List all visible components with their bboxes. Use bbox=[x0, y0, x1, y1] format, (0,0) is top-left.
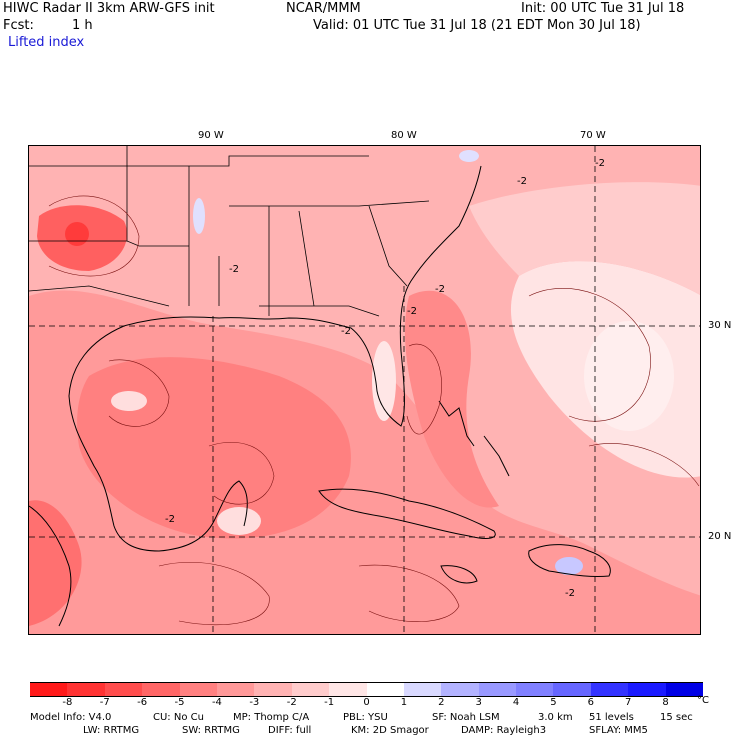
colorbar-tick-label: -4 bbox=[211, 697, 222, 708]
fcst-value: 1 h bbox=[72, 18, 93, 33]
near-zero-patch bbox=[111, 391, 147, 411]
colorbar-tick-label: -5 bbox=[174, 697, 185, 708]
lifted-index-map: -2 -2 -2 -2 -2 -2 -2 -2 bbox=[29, 146, 700, 634]
contour-label: -2 bbox=[341, 326, 351, 337]
colorbar-swatch bbox=[628, 682, 667, 697]
colorbar-swatch bbox=[104, 682, 143, 697]
lat-label-20n: 20 N bbox=[708, 531, 732, 542]
colorbar-tick-label: -7 bbox=[99, 697, 110, 708]
fcst-label: Fcst: bbox=[3, 18, 34, 33]
footer-cu: CU: No Cu bbox=[153, 712, 204, 723]
colorbar-tick-label: 7 bbox=[625, 697, 632, 708]
positive-patch bbox=[555, 557, 583, 575]
footer-resolution: 3.0 km bbox=[538, 712, 573, 723]
colorbar-swatch bbox=[553, 682, 592, 697]
colorbar-tick-label: -2 bbox=[286, 697, 297, 708]
colorbar-tick-label: 2 bbox=[438, 697, 445, 708]
colorbar-swatch bbox=[142, 682, 181, 697]
colorbar-tick-label: 8 bbox=[662, 697, 669, 708]
colorbar-tick-label: 3 bbox=[475, 697, 482, 708]
colorbar-swatch bbox=[441, 682, 480, 697]
footer-km: KM: 2D Smagor bbox=[351, 725, 429, 736]
footer-timestep: 15 sec bbox=[660, 712, 693, 723]
colorbar-tick-label: 4 bbox=[512, 697, 520, 708]
colorbar-swatch bbox=[216, 682, 255, 697]
contour-label-group: -2 -2 -2 -2 -2 -2 -2 -2 bbox=[165, 158, 605, 599]
lon-label-80w: 80 W bbox=[391, 130, 417, 141]
colorbar-swatch bbox=[366, 682, 405, 697]
init-time: Init: 00 UTC Tue 31 Jul 18 bbox=[521, 1, 685, 16]
footer-lw: LW: RRTMG bbox=[83, 725, 140, 736]
colorbar-tick-label: -8 bbox=[62, 697, 73, 708]
colorbar-swatch bbox=[179, 682, 218, 697]
texas-peak bbox=[65, 222, 89, 246]
political-borders bbox=[29, 146, 430, 317]
valid-time: Valid: 01 UTC Tue 31 Jul 18 (21 EDT Mon … bbox=[313, 18, 641, 33]
colorbar-swatch bbox=[291, 682, 330, 697]
colorbar-tick-label: 6 bbox=[587, 697, 595, 708]
footer-pbl: PBL: YSU bbox=[343, 712, 388, 723]
colorbar-swatch bbox=[403, 682, 442, 697]
colorbar-tick-label: 0 bbox=[363, 697, 370, 708]
contour-lines bbox=[48, 195, 700, 626]
near-zero-patch bbox=[584, 321, 674, 431]
contour-label: -2 bbox=[565, 588, 575, 599]
lon-label-70w: 70 W bbox=[580, 130, 606, 141]
coastlines bbox=[29, 165, 611, 627]
colorbar-swatch bbox=[590, 682, 629, 697]
footer-sf: SF: Noah LSM bbox=[432, 712, 500, 723]
lon-label-90w: 90 W bbox=[198, 130, 224, 141]
footer-mp: MP: Thomp C/A bbox=[233, 712, 310, 723]
contour-label: -2 bbox=[407, 306, 417, 317]
colorbar-tick-label: -1 bbox=[324, 697, 335, 708]
field-name: Lifted index bbox=[8, 35, 85, 50]
lat-label-30n: 30 N bbox=[708, 320, 732, 331]
colorbar-tick-label: -3 bbox=[249, 697, 260, 708]
contour-label: -2 bbox=[435, 284, 445, 295]
contour-label: -2 bbox=[517, 176, 527, 187]
colorbar-tick-label: 1 bbox=[400, 697, 408, 708]
colorbar-swatch bbox=[329, 682, 367, 697]
model-title: HIWC Radar II 3km ARW-GFS init bbox=[3, 1, 215, 16]
contour-label: -2 bbox=[229, 264, 239, 275]
footer-diff: DIFF: full bbox=[268, 725, 312, 736]
colorbar-swatch bbox=[67, 682, 106, 697]
positive-patch bbox=[193, 198, 205, 234]
colorbar-tick-label: 5 bbox=[550, 697, 557, 708]
lat-lon-grid bbox=[29, 146, 700, 634]
contour-label: -2 bbox=[595, 158, 605, 169]
central-america-region bbox=[29, 500, 82, 626]
colorbar-swatch bbox=[516, 682, 554, 697]
colorbar-unit: °C bbox=[697, 695, 709, 706]
map-panel[interactable]: -2 -2 -2 -2 -2 -2 -2 -2 bbox=[28, 145, 701, 635]
footer-sw: SW: RRTMG bbox=[182, 725, 240, 736]
colorbar-swatch bbox=[478, 682, 517, 697]
colorbar-swatch bbox=[254, 682, 293, 697]
colorbar-swatch bbox=[30, 682, 68, 697]
bahamas-instability-region bbox=[404, 290, 499, 508]
near-zero-patch bbox=[372, 341, 396, 421]
footer-model-info: Model Info: V4.0 bbox=[30, 712, 112, 723]
colorbar-swatch bbox=[665, 682, 704, 697]
footer-levels: 51 levels bbox=[589, 712, 634, 723]
atlantic-weak-region bbox=[469, 182, 700, 295]
org-label: NCAR/MMM bbox=[286, 1, 361, 16]
footer-damp: DAMP: Rayleigh3 bbox=[461, 725, 547, 736]
footer-sflay: SFLAY: MM5 bbox=[589, 725, 648, 736]
contour-label: -2 bbox=[165, 514, 175, 525]
near-zero-patch bbox=[217, 507, 261, 535]
colorbar-tick-label: -6 bbox=[137, 697, 148, 708]
positive-patch bbox=[459, 150, 479, 162]
